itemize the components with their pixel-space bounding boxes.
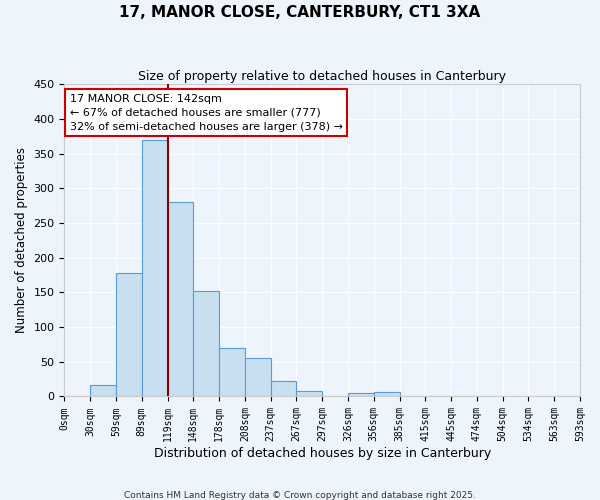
Bar [348,393,374,396]
Title: Size of property relative to detached houses in Canterbury: Size of property relative to detached ho… [138,70,506,83]
Bar [167,202,193,396]
Bar [374,392,400,396]
Text: 17 MANOR CLOSE: 142sqm
← 67% of detached houses are smaller (777)
32% of semi-de: 17 MANOR CLOSE: 142sqm ← 67% of detached… [70,94,343,132]
Text: 17, MANOR CLOSE, CANTERBURY, CT1 3XA: 17, MANOR CLOSE, CANTERBURY, CT1 3XA [119,5,481,20]
Bar [116,273,142,396]
Text: Contains HM Land Registry data © Crown copyright and database right 2025.: Contains HM Land Registry data © Crown c… [124,490,476,500]
Bar [271,380,296,396]
Bar [219,348,245,397]
X-axis label: Distribution of detached houses by size in Canterbury: Distribution of detached houses by size … [154,447,491,460]
Bar [90,384,116,396]
Bar [296,391,322,396]
Bar [142,140,167,396]
Y-axis label: Number of detached properties: Number of detached properties [15,148,28,334]
Bar [245,358,271,397]
Bar [193,291,219,397]
